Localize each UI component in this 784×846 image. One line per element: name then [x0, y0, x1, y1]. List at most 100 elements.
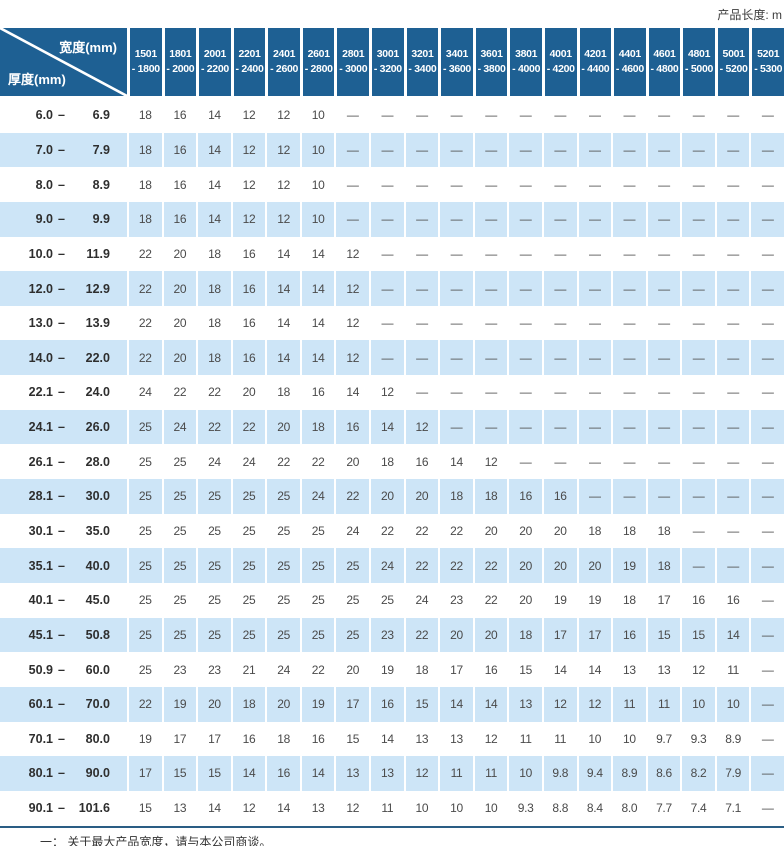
table-cell: —	[714, 98, 750, 133]
table-cell: —	[645, 201, 681, 237]
table-cell: 12	[230, 167, 266, 202]
table-cell: —	[749, 236, 784, 272]
column-header: 4401- 4600	[611, 28, 646, 96]
column-header: 3201- 3400	[403, 28, 439, 96]
table-cell: —	[749, 513, 784, 549]
table-cell: 14	[230, 756, 266, 791]
table-cell: 25	[127, 444, 162, 480]
table-cell: —	[611, 444, 646, 480]
row-label: 60.1–70.0	[28, 697, 110, 712]
table-cell: 20	[265, 409, 300, 445]
table-cell: 16	[507, 479, 542, 514]
table-cell: —	[576, 236, 612, 272]
table-cell: 20	[230, 375, 266, 410]
table-cell: —	[438, 98, 473, 133]
table-cell: 14	[265, 271, 300, 306]
table-cell: 24	[196, 444, 231, 480]
column-header: 1801- 2000	[161, 28, 197, 96]
table-cell: 19	[161, 686, 197, 722]
table-cell: —	[749, 617, 784, 653]
row-label: 7.0–7.9	[35, 142, 110, 157]
table-cell: 12	[472, 444, 508, 480]
table-cell: 8.6	[645, 756, 681, 791]
table-row: 6.0–6.9 18 16 14 12 12 10— — — — — — — — — — — — —	[0, 98, 784, 133]
table-cell: —	[714, 132, 750, 168]
table-row: 13.0–13.9 22 20 18 16 14 14 12— — — — — — — — — — — —	[0, 305, 784, 341]
row-label: 22.1–24.0	[28, 385, 110, 400]
table-cell: 25	[127, 652, 162, 687]
table-cell: 17	[576, 617, 612, 653]
table-cell: 23	[369, 617, 404, 653]
table-cell: —	[369, 271, 404, 306]
footnote: 一： 关于最大产品宽度，请与本公司商谈。	[40, 835, 272, 846]
table-cell: —	[714, 409, 750, 445]
table-cell: —	[438, 375, 473, 410]
table-body: 6.0–6.9 18 16 14 12 12 10— — — — — — — — — — — — — 7.0–7.9 1…	[0, 98, 784, 826]
table-cell: —	[403, 236, 439, 272]
table-cell: —	[714, 201, 750, 237]
table-cell: 18	[230, 686, 266, 722]
table-cell: 22	[127, 271, 162, 306]
table-cell: —	[472, 201, 508, 237]
table-cell: 12	[403, 756, 439, 791]
table-row: 70.1–80.0 19 17 17 16 18 16 15 14 13 13 12 11 11 10 10 9…	[0, 721, 784, 757]
table-cell: —	[541, 201, 577, 237]
table-cell: 21	[230, 652, 266, 687]
table-cell: 17	[645, 582, 681, 618]
table-cell: 12	[334, 790, 369, 826]
table-cell: —	[611, 479, 646, 514]
table-cell: 25	[299, 548, 335, 583]
table-row: 10.0–11.9 22 20 18 16 14 14 12— — — — — — — — — — — —	[0, 236, 784, 272]
row-label: 90.1–101.6	[28, 801, 110, 816]
table-row: 7.0–7.9 18 16 14 12 12 10— — — — — — — — — — — — —	[0, 132, 784, 168]
table-cell: 25	[265, 513, 300, 549]
diagonal-divider	[0, 28, 127, 96]
table-cell: 14	[472, 686, 508, 722]
table-cell: —	[680, 340, 715, 376]
table-row: 28.1–30.0 25 25 25 25 25 24 22 20 20 18 18 16 16— — — — —…	[0, 479, 784, 514]
column-header: 4201- 4400	[576, 28, 612, 96]
table-cell: —	[749, 201, 784, 237]
row-label: 35.1–40.0	[28, 558, 110, 573]
table-cell: 20	[438, 617, 473, 653]
table-cell: —	[507, 375, 542, 410]
table-cell: —	[369, 236, 404, 272]
table-cell: 18	[196, 271, 231, 306]
table-cell: —	[576, 201, 612, 237]
table-cell: —	[541, 236, 577, 272]
table-cell: 11	[714, 652, 750, 687]
product-length-label: 产品长度: m	[717, 7, 782, 22]
table-cell: 22	[230, 409, 266, 445]
table-cell: 25	[196, 617, 231, 653]
table-cell: 25	[127, 548, 162, 583]
table-cell: 12	[265, 98, 300, 133]
table-cell: 15	[196, 756, 231, 791]
table-cell: —	[369, 340, 404, 376]
table-cell: 16	[161, 167, 197, 202]
table-cell: 13	[369, 756, 404, 791]
table-cell: 12	[230, 790, 266, 826]
table-cell: 18	[196, 305, 231, 341]
table-cell: 22	[334, 479, 369, 514]
table-cell: 14	[265, 236, 300, 272]
table-cell: 22	[403, 548, 439, 583]
table-cell: —	[403, 98, 439, 133]
table-cell: 12	[265, 132, 300, 168]
topbar: 产品长度: m	[0, 0, 784, 28]
table-cell: 18	[438, 479, 473, 514]
table-cell: —	[369, 305, 404, 341]
table-cell: 8.9	[611, 756, 646, 791]
row-label: 9.0–9.9	[35, 212, 110, 227]
table-cell: —	[576, 271, 612, 306]
table-cell: —	[507, 305, 542, 341]
table-cell: 16	[230, 236, 266, 272]
table-cell: 10	[611, 721, 646, 757]
table-cell: 13	[161, 790, 197, 826]
table-cell: 20	[472, 617, 508, 653]
table-cell: 16	[299, 375, 335, 410]
table-cell: 22	[438, 513, 473, 549]
table-cell: 8.2	[680, 756, 715, 791]
table-cell: —	[369, 132, 404, 168]
table-cell: 25	[230, 479, 266, 514]
table-cell: 17	[127, 756, 162, 791]
